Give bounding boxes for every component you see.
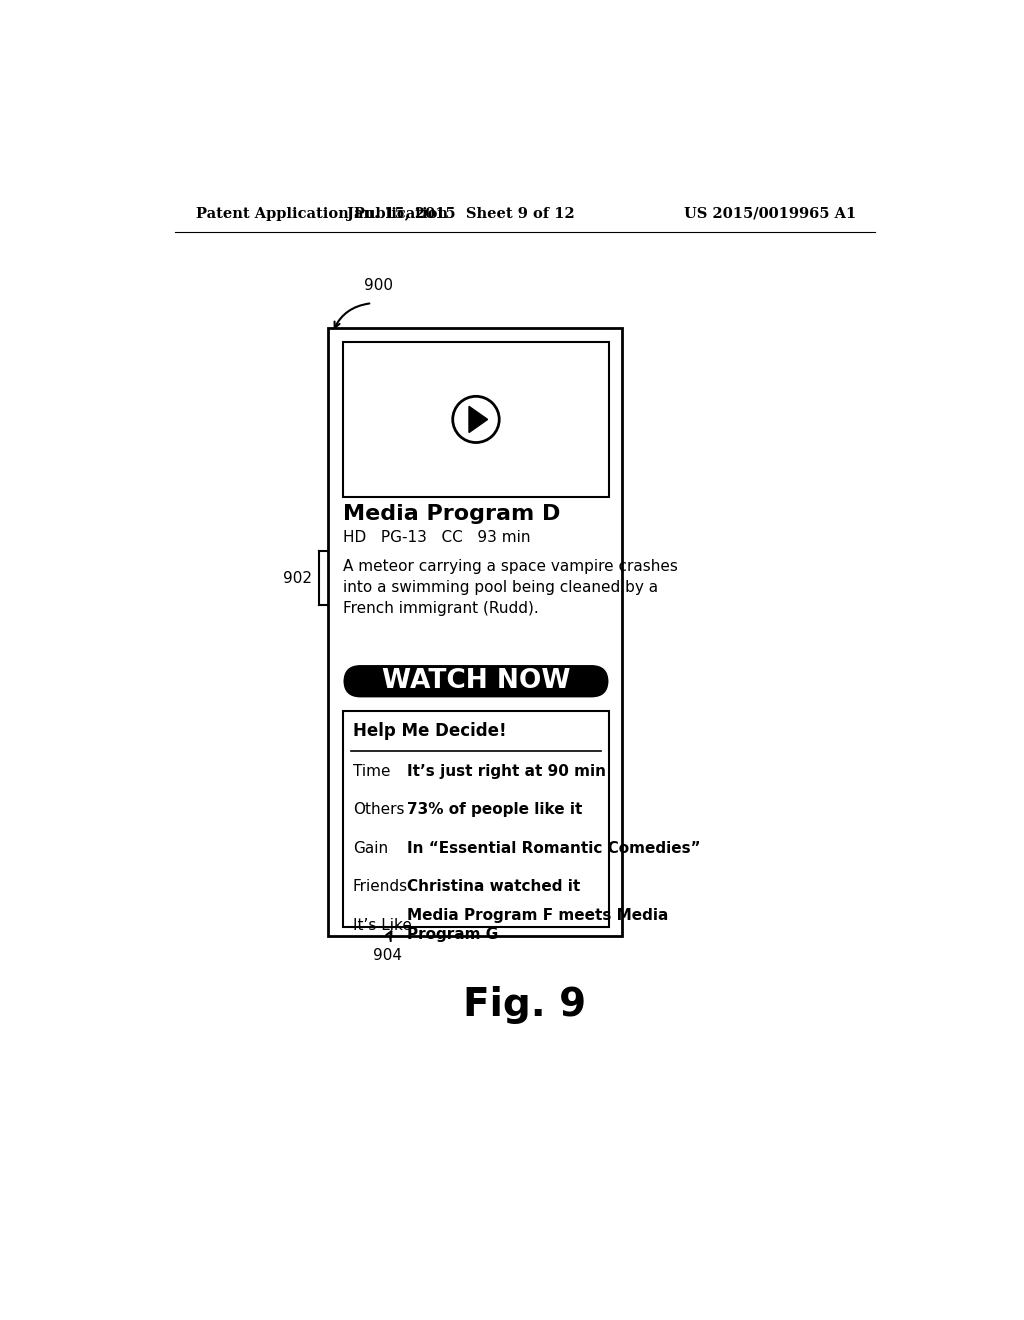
- Text: Time: Time: [352, 764, 390, 779]
- Text: Fig. 9: Fig. 9: [463, 986, 587, 1024]
- FancyBboxPatch shape: [343, 665, 608, 697]
- Polygon shape: [469, 407, 487, 433]
- Text: Gain: Gain: [352, 841, 388, 855]
- Text: 904: 904: [373, 948, 402, 962]
- Text: HD   PG-13   CC   93 min: HD PG-13 CC 93 min: [343, 529, 531, 545]
- Text: 900: 900: [365, 279, 393, 293]
- Bar: [343, 711, 608, 927]
- Text: It’s Like: It’s Like: [352, 917, 412, 933]
- Text: Media Program F meets Media
Program G: Media Program F meets Media Program G: [407, 908, 669, 942]
- Text: Help Me Decide!: Help Me Decide!: [352, 722, 507, 741]
- Text: 902: 902: [284, 570, 312, 586]
- Bar: [328, 327, 623, 936]
- Text: Jan. 15, 2015  Sheet 9 of 12: Jan. 15, 2015 Sheet 9 of 12: [347, 207, 575, 220]
- Text: WATCH NOW: WATCH NOW: [382, 668, 570, 694]
- Text: Friends: Friends: [352, 879, 408, 895]
- Text: Christina watched it: Christina watched it: [407, 879, 581, 895]
- Text: 73% of people like it: 73% of people like it: [407, 803, 583, 817]
- Text: Patent Application Publication: Patent Application Publication: [197, 207, 449, 220]
- Bar: [343, 342, 608, 498]
- Text: US 2015/0019965 A1: US 2015/0019965 A1: [684, 207, 856, 220]
- Text: Media Program D: Media Program D: [343, 504, 561, 524]
- Text: Others: Others: [352, 803, 404, 817]
- Text: A meteor carrying a space vampire crashes
into a swimming pool being cleaned by : A meteor carrying a space vampire crashe…: [343, 558, 678, 616]
- Text: In “Essential Romantic Comedies”: In “Essential Romantic Comedies”: [407, 841, 700, 855]
- Text: It’s just right at 90 min: It’s just right at 90 min: [407, 764, 606, 779]
- Circle shape: [453, 396, 500, 442]
